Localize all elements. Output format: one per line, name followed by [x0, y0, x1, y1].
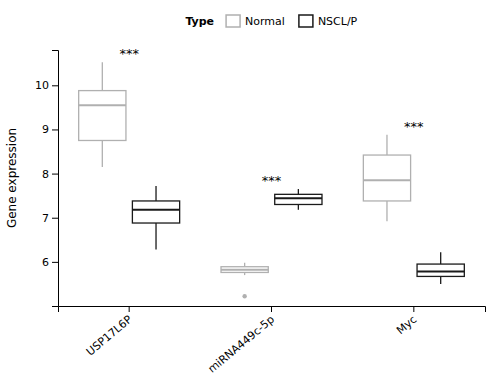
- legend-label: Normal: [245, 15, 285, 28]
- box-body: [132, 201, 179, 223]
- y-tick-mark: [52, 218, 58, 219]
- chart: 6 7 8 9 10 USP17L6P miRNA449c-5p Myc Gene expres…: [0, 0, 500, 386]
- significance: ***: [404, 119, 424, 134]
- legend: Type Normal NSCL/P: [185, 15, 357, 28]
- significance: ***: [262, 173, 282, 188]
- box-body: [275, 194, 322, 204]
- y-tick: 9: [42, 123, 58, 136]
- y-tick-label: 8: [42, 168, 49, 181]
- whisker-high: [102, 62, 103, 90]
- box-body: [417, 264, 464, 276]
- x-tick-mark: [271, 306, 272, 312]
- y-axis: 6 7 8 9 10: [35, 51, 59, 307]
- box: [363, 135, 410, 222]
- x-tick-mark: [413, 306, 414, 312]
- x-tick-label: miRNA449c-5p: [206, 313, 277, 376]
- x-tick: miRNA449c-5p: [206, 306, 277, 376]
- box: [221, 263, 268, 299]
- chart-container: 6 7 8 9 10 USP17L6P miRNA449c-5p Myc Gene expres…: [0, 0, 500, 386]
- y-tick: 6: [42, 256, 58, 269]
- legend-item: Normal: [226, 15, 285, 28]
- y-tick-label: 9: [42, 123, 49, 136]
- whisker-low: [298, 204, 299, 209]
- y-tick: 7: [42, 212, 58, 225]
- whisker-high: [386, 135, 387, 155]
- box: [275, 189, 322, 210]
- plot-area: [79, 62, 465, 298]
- y-tick-label: 7: [42, 212, 49, 225]
- y-axis-line: [52, 51, 59, 307]
- box-body: [221, 267, 268, 273]
- x-axis-line: [59, 307, 486, 313]
- x-tick-mark: [129, 306, 130, 312]
- x-tick-label: Myc: [394, 313, 419, 337]
- flier: [242, 294, 246, 298]
- box-body: [363, 155, 410, 201]
- whisker-low: [102, 140, 103, 166]
- x-tick: USP17L6P: [84, 306, 135, 358]
- series: [132, 186, 464, 284]
- y-tick-label: 6: [42, 256, 49, 269]
- y-tick-mark: [52, 174, 58, 175]
- median: [363, 179, 410, 181]
- whisker-high: [440, 252, 441, 264]
- y-axis-title: Gene expression: [5, 128, 19, 228]
- legend-swatch: [226, 15, 240, 27]
- box: [132, 186, 179, 250]
- y-tick-mark: [52, 262, 58, 263]
- box: [417, 252, 464, 284]
- annotations: *** *** ***: [119, 46, 424, 188]
- median: [79, 104, 126, 106]
- whisker-low: [155, 223, 156, 249]
- whisker-low: [386, 201, 387, 221]
- legend-label: NSCL/P: [318, 15, 358, 28]
- box: [79, 62, 126, 167]
- whisker-low: [440, 276, 441, 284]
- legend-swatch: [299, 15, 313, 27]
- whisker-high: [155, 186, 156, 201]
- x-tick: Myc: [394, 306, 419, 337]
- x-tick-label: USP17L6P: [84, 313, 135, 359]
- whisker-high: [298, 189, 299, 194]
- y-tick-mark: [52, 85, 58, 86]
- median: [221, 269, 268, 271]
- series: [79, 62, 411, 298]
- median: [132, 209, 179, 211]
- median: [275, 197, 322, 199]
- box-body: [79, 91, 126, 141]
- y-tick: 8: [42, 168, 58, 181]
- legend-item: NSCL/P: [299, 15, 358, 28]
- y-tick-label: 10: [35, 79, 49, 92]
- y-tick-mark: [52, 129, 58, 130]
- y-tick: 10: [35, 79, 58, 92]
- median: [417, 271, 464, 273]
- x-axis: USP17L6P miRNA449c-5p Myc: [59, 306, 486, 376]
- legend-title: Type: [185, 15, 214, 28]
- significance: ***: [119, 46, 139, 61]
